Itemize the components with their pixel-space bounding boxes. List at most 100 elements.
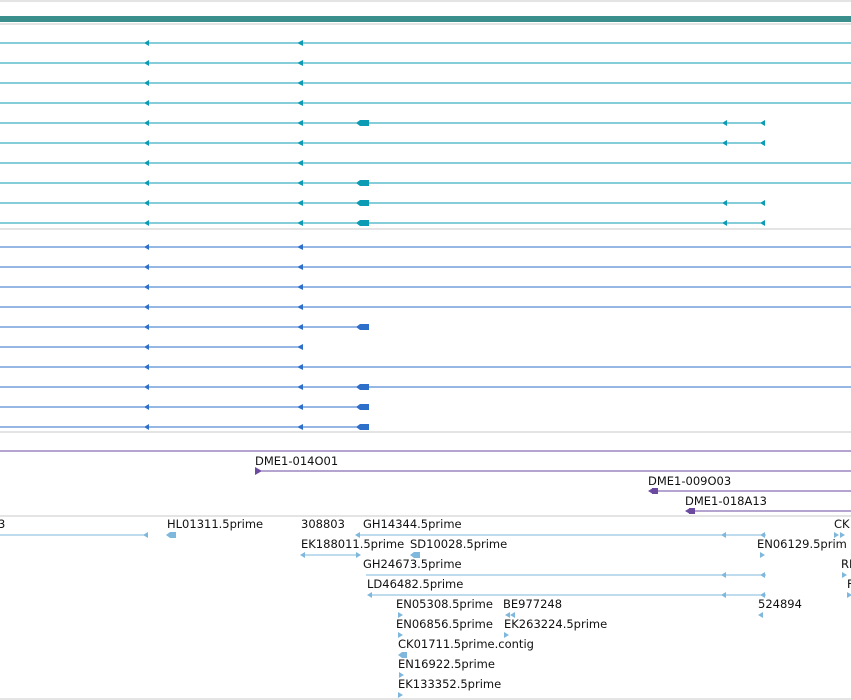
track-a-transcript[interactable] <box>0 160 851 166</box>
exon-2-arrow <box>297 80 303 86</box>
est-label[interactable]: 524894 <box>758 597 802 611</box>
exon-5-arrow <box>760 200 765 206</box>
exon-4-arrow <box>722 140 727 146</box>
exon-2-arrow <box>297 424 303 430</box>
track-a-transcript[interactable] <box>0 60 851 66</box>
track-b-transcript[interactable] <box>0 404 369 410</box>
exon-1-arrow <box>144 324 149 330</box>
exon-2-arrow <box>297 60 303 66</box>
exon-4-arrow <box>722 220 727 226</box>
track-b-transcript[interactable] <box>0 324 369 330</box>
track-a-transcript[interactable] <box>0 120 765 126</box>
clone-feature[interactable]: DME1-009O03 <box>648 474 851 494</box>
est-label[interactable]: CK <box>834 517 850 531</box>
track-b-transcript[interactable] <box>0 304 851 310</box>
clone-feature[interactable]: DME1-018A13 <box>685 494 851 514</box>
est-left-arrow <box>760 572 765 578</box>
exon-3-box <box>360 384 369 390</box>
est-label[interactable]: HL01311.5prime <box>167 517 263 531</box>
est-left-arrow <box>300 552 305 558</box>
exon-1-arrow <box>144 364 149 370</box>
track-b-transcript[interactable] <box>0 424 369 430</box>
est-label[interactable]: GH14344.5prime <box>363 517 462 531</box>
track-a-transcript[interactable] <box>0 180 851 186</box>
exon-2-arrow <box>297 264 303 270</box>
est-label[interactable]: RI <box>841 557 851 571</box>
est-right-arrow <box>504 632 509 638</box>
est-label[interactable]: CK01711.5prime.contig <box>398 637 534 651</box>
track-b-transcript[interactable] <box>0 284 851 290</box>
exon-1-arrow <box>144 244 149 250</box>
est-left-arrow <box>760 592 765 598</box>
exon-2-arrow <box>297 304 303 310</box>
est-right-arrow <box>842 572 847 578</box>
est-left-arrow <box>143 532 148 538</box>
track-b-transcript[interactable] <box>0 384 851 390</box>
est-label[interactable]: EK188011.5prime <box>301 537 404 551</box>
track-b-transcript[interactable] <box>0 344 303 350</box>
track-b-transcript[interactable] <box>0 264 851 270</box>
exon-3-tip <box>356 220 360 226</box>
exon-3-box <box>360 324 369 330</box>
exon-1-arrow <box>144 424 149 430</box>
est-box-tip <box>166 532 170 538</box>
exon-1-arrow <box>144 344 149 350</box>
est-label[interactable]: EN06856.5prime <box>396 617 493 631</box>
est-left-arrow <box>758 612 763 618</box>
exon-3-box <box>360 200 369 206</box>
est-label[interactable]: EK263224.5prime <box>504 617 607 631</box>
track-b-transcript[interactable] <box>0 244 851 250</box>
est-box <box>414 552 420 558</box>
est-box-tip <box>410 552 414 558</box>
track-b-group <box>0 244 851 430</box>
track-a-transcript[interactable] <box>0 140 765 146</box>
track-a-transcript[interactable] <box>0 220 765 226</box>
exon-1-arrow <box>144 284 149 290</box>
exon-1-arrow <box>144 220 149 226</box>
clone-label: DME1-014O01 <box>255 454 338 468</box>
est-label[interactable]: LD46482.5prime <box>367 577 463 591</box>
exon-2-arrow <box>297 140 303 146</box>
est-right-arrow <box>760 552 765 558</box>
est-right-arrow <box>399 672 404 678</box>
track-a-transcript[interactable] <box>0 80 851 86</box>
exon-2-arrow <box>297 120 303 126</box>
clone-arrow <box>255 467 262 475</box>
est-label[interactable]: F <box>847 577 851 591</box>
est-label[interactable]: EN06129.5prim <box>757 537 847 551</box>
est-features <box>0 532 851 698</box>
track-a-transcript[interactable] <box>0 200 765 206</box>
est-label[interactable]: EN16922.5prime <box>398 657 495 671</box>
est-label[interactable]: BE977248 <box>503 597 562 611</box>
exon-1-arrow <box>144 304 149 310</box>
exon-3-tip <box>356 120 360 126</box>
est-label[interactable]: SD10028.5prime <box>410 537 507 551</box>
est-label[interactable]: EN05308.5prime <box>396 597 493 611</box>
track-a-transcript[interactable] <box>0 100 851 106</box>
est-right-arrow <box>840 532 845 538</box>
exon-4-arrow <box>722 200 727 206</box>
exon-2-arrow <box>297 284 303 290</box>
track-a-transcript[interactable] <box>0 40 851 46</box>
track-b-transcript[interactable] <box>0 364 851 370</box>
est-left-arrow <box>355 532 360 538</box>
exon-2-arrow <box>297 160 303 166</box>
clone-box <box>689 508 695 514</box>
est-label[interactable]: 3 <box>0 517 5 531</box>
est-left-arrow <box>367 592 372 598</box>
exon-1-arrow <box>144 60 149 66</box>
est-box-tip <box>398 652 402 658</box>
est-right-arrow <box>398 632 403 638</box>
exon-1-arrow <box>144 264 149 270</box>
exon-3-box <box>360 220 369 226</box>
est-label[interactable]: GH24673.5prime <box>363 557 462 571</box>
exon-2-arrow <box>297 180 303 186</box>
clone-feature[interactable]: DME1-014O01 <box>255 454 851 475</box>
exon-1-arrow <box>144 80 149 86</box>
exon-3-tip <box>356 404 360 410</box>
est-label[interactable]: 308803 <box>301 517 345 531</box>
est-left-arrow <box>721 592 726 598</box>
est-label[interactable]: EK133352.5prime <box>398 677 501 691</box>
exon-1-arrow <box>144 160 149 166</box>
